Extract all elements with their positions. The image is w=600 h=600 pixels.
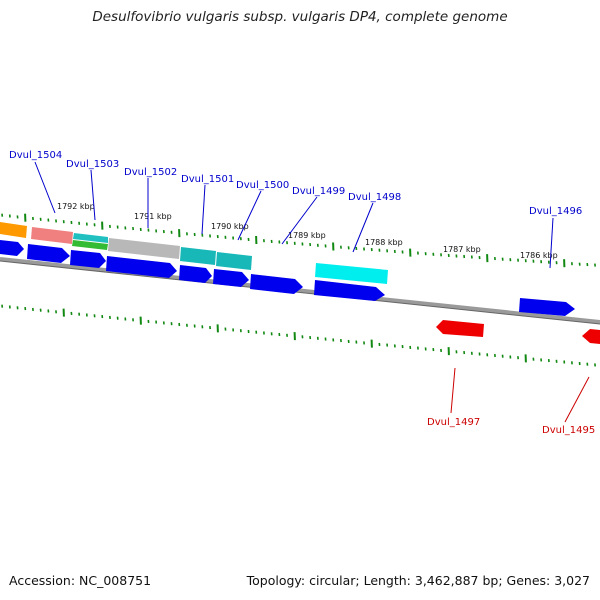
kbp-label: 1790 kbp: [211, 222, 249, 231]
feature-teal-1: [180, 247, 216, 265]
forward-gene-labels: Dvul_1504 Dvul_1503 Dvul_1502 Dvul_1501 …: [9, 150, 582, 217]
gene-label-dvul-1502[interactable]: Dvul_1502: [124, 167, 177, 178]
reverse-leaders: [450, 367, 590, 423]
forward-gene: [70, 250, 106, 268]
forward-leaders: [34, 161, 554, 269]
kbp-label: 1791 kbp: [134, 212, 172, 221]
forward-gene: [213, 269, 249, 287]
feature-cyan-green-top: [73, 233, 108, 243]
reverse-gene: [582, 329, 600, 344]
leader-line: [549, 217, 554, 269]
inner-scale-ticks: [1, 304, 596, 367]
leader-line: [450, 367, 456, 414]
genome-backbone-shadow: [0, 260, 600, 325]
forward-gene: [179, 265, 212, 283]
reverse-gene: [436, 320, 484, 337]
forward-gene: [106, 256, 177, 278]
leader-line: [34, 161, 56, 214]
accession-label: Accession: NC_008751: [9, 573, 152, 588]
outer-scale-ticks: [1, 213, 596, 268]
gene-label-dvul-1503[interactable]: Dvul_1503: [66, 159, 119, 170]
gene-label-dvul-1504[interactable]: Dvul_1504: [9, 150, 62, 161]
forward-gene: [519, 298, 575, 316]
feature-orange: [0, 222, 27, 238]
reverse-gene-labels: Dvul_1497 Dvul_1495: [427, 417, 595, 436]
leader-line: [90, 169, 96, 221]
kbp-label: 1792 kbp: [57, 202, 95, 211]
forward-gene: [250, 274, 303, 294]
forward-gene: [314, 280, 385, 301]
forward-gene-track: [0, 240, 575, 316]
map-title: Desulfovibrio vulgaris subsp. vulgaris D…: [92, 9, 508, 25]
gene-label-dvul-1501[interactable]: Dvul_1501: [181, 174, 234, 185]
kbp-labels: 1792 kbp 1791 kbp 1790 kbp 1789 kbp 1788…: [57, 202, 558, 260]
feature-gray: [108, 238, 180, 259]
feature-green: [72, 240, 108, 250]
reverse-gene-track: [436, 320, 600, 344]
gene-label-dvul-1499[interactable]: Dvul_1499: [292, 186, 345, 197]
gene-label-dvul-1497[interactable]: Dvul_1497: [427, 417, 480, 428]
forward-gene: [27, 244, 70, 263]
genome-backbone: [0, 257, 600, 324]
gene-label-dvul-1496[interactable]: Dvul_1496: [529, 206, 582, 217]
leader-line: [237, 190, 262, 241]
kbp-label: 1788 kbp: [365, 238, 403, 247]
feature-salmon: [31, 227, 73, 244]
leader-line: [201, 184, 206, 235]
gene-label-dvul-1495[interactable]: Dvul_1495: [542, 425, 595, 436]
kbp-label: 1789 kbp: [288, 231, 326, 240]
leader-line: [281, 196, 318, 245]
feature-cyan: [315, 263, 388, 284]
leader-line: [352, 202, 374, 253]
gene-label-dvul-1500[interactable]: Dvul_1500: [236, 180, 289, 191]
kbp-label: 1786 kbp: [520, 251, 558, 260]
forward-gene: [0, 240, 24, 256]
feature-teal-2: [216, 252, 252, 270]
gene-label-dvul-1498[interactable]: Dvul_1498: [348, 192, 401, 203]
feature-band: [0, 222, 388, 284]
leader-line: [564, 376, 590, 423]
kbp-label: 1787 kbp: [443, 245, 481, 254]
topology-summary: Topology: circular; Length: 3,462,887 bp…: [246, 573, 590, 588]
